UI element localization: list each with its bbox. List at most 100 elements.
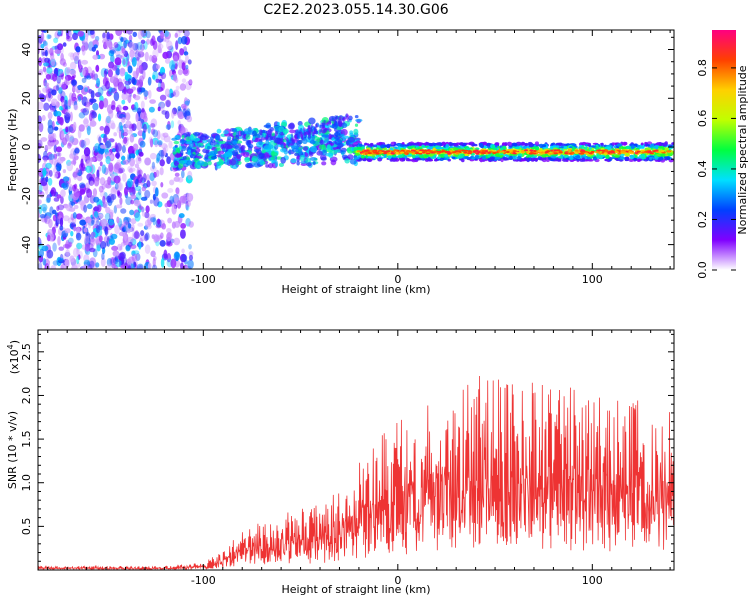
spectrogram-cell [590,150,595,153]
spectrogram-cell [449,142,454,146]
spectrogram-cell [661,152,666,157]
spectrogram-cell [103,133,108,143]
spectrogram-cell [424,154,430,158]
spectrogram-cell [118,252,125,261]
spectrogram-cell [46,249,54,259]
spectrogram-cell [162,51,169,59]
spectrogram-cell [336,115,339,120]
spectrogram-cell [65,66,72,76]
spectrogram-cell [47,111,53,120]
spectrogram-cell [126,152,132,163]
spectrogram-cell [88,88,93,94]
spectrogram-cell [112,257,119,265]
spectrogram-cell [173,237,181,246]
spectrogram-cell [38,208,41,219]
spectrogram-cell [155,64,160,70]
spectrogram-cell [108,218,115,226]
spectrogram-cell [293,139,296,144]
spectrogram-cell [181,248,185,254]
spectrogram-cell [142,123,147,133]
spectrogram-cell [299,154,305,162]
spectrogram-cell [105,38,112,47]
spectrogram-cell [165,100,171,108]
spectrogram-cell [216,128,222,134]
spectrogram-cell [417,147,423,150]
spectrogram-cell [218,140,227,144]
spectrogram-cell [180,125,186,136]
spectrogram-cell [72,86,79,92]
spectrogram-cell [461,149,466,152]
spectrogram-cell [68,52,75,58]
spectrogram-cell [144,51,149,62]
spectrogram-cell [94,148,98,153]
spectrogram-cell [144,190,151,199]
spectrogram-cell [98,235,103,243]
spectrogram-cell [65,126,69,133]
spectrogram-cell [69,153,74,159]
spectrogram-cell [252,136,256,141]
spectrogram-cell [84,242,91,252]
spectrogram-cell [255,148,259,154]
spectrogram-cell [286,141,290,146]
spectrogram-cell [108,162,114,172]
spectrogram-cell [267,144,274,150]
svg-text:(x104): (x104) [6,340,21,374]
spectrogram-cell [140,39,146,45]
spectrogram-cell [187,149,192,156]
spectrogram-cell [380,144,386,149]
spectrogram-cell [50,56,56,67]
spectrogram-cell [342,120,345,125]
spectrogram-cell [453,147,459,151]
spectrogram-cell [84,87,89,93]
spectrogram-cell [299,133,302,138]
spectrogram-cell [95,64,100,73]
spectrogram-cell [93,206,100,212]
spectrogram-cell [300,127,303,132]
spectrogram-cell [148,106,155,113]
spectrogram-cell [235,134,240,140]
spectrogram-cell [614,155,621,158]
spectrogram-cell [50,107,55,113]
spectrogram-cell [141,211,146,217]
spectrogram-cell [165,124,172,130]
spectrogram-cell [171,137,178,141]
spectrogram-cell [189,154,196,159]
spectrogram-cell [459,153,465,158]
spectrogram-cell [132,143,139,151]
spectrogram-cell [78,124,85,132]
spectrogram-cell [85,104,90,111]
spectrogram-cell [131,123,137,131]
spectrogram-cell [580,149,585,152]
spectrogram-cell [452,151,457,154]
spectrogram-cell [584,152,589,155]
spectrogram-cell [410,150,415,153]
spectrogram-cell [621,146,627,149]
spectrogram-cell [177,120,181,126]
spectrogram-cell [141,30,148,39]
spectrogram-cell [173,176,181,182]
spectrogram-cell [183,51,189,56]
spectrogram-cell [83,254,90,263]
spectrogram-cell [155,157,160,164]
spectrogram-cell [489,156,496,160]
spectrogram-cell [472,150,477,153]
spectrogram-cell [127,241,133,247]
spectrogram-cell [459,142,464,146]
spectrogram-cell [151,264,158,269]
spectrogram-cell [48,177,53,186]
spectrogram-cell [579,158,585,162]
spectrogram-cell [38,184,43,193]
spectrogram-cell [51,101,56,107]
spectrogram-cell [177,163,184,169]
spectrogram-cell [319,143,327,150]
spectrogram-cell [105,140,112,150]
spectrogram-cell [38,204,43,215]
spectrogram-cell [106,115,111,124]
spectrogram-cell [144,219,152,228]
spectrogram-cell [73,121,77,131]
spectrogram-cell [42,258,47,266]
spectrogram-cell [354,157,360,160]
spectrogram-cell [599,154,605,158]
spectrogram-cell [115,259,122,268]
spectrogram-cell [41,245,49,252]
